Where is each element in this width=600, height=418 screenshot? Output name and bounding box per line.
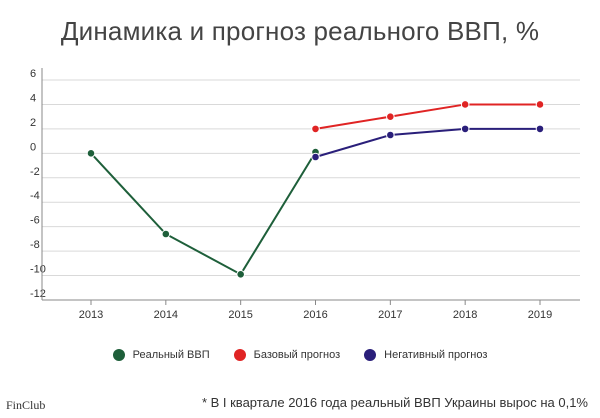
footnote: * В I квартале 2016 года реальный ВВП Ук…	[201, 395, 588, 410]
x-tick-label: 2013	[79, 309, 103, 321]
y-tick-label: 2	[30, 117, 36, 129]
legend: Реальный ВВП Базовый прогноз Негативный …	[0, 349, 600, 361]
series-points	[86, 100, 545, 279]
grid-lines	[42, 79, 580, 277]
x-tick-label: 2016	[303, 309, 327, 321]
y-tick-label: 4	[30, 92, 36, 104]
x-tick-label: 2014	[154, 309, 178, 321]
legend-item-base-forecast: Базовый прогноз	[233, 349, 341, 361]
series-line-2	[315, 127, 540, 158]
data-point	[386, 130, 395, 140]
y-tick-label: -4	[30, 190, 40, 202]
legend-marker-real-gdp	[112, 349, 125, 361]
data-point	[460, 100, 470, 109]
legend-marker-negative-forecast	[364, 349, 377, 361]
data-point	[236, 270, 245, 279]
data-point	[535, 124, 545, 134]
y-tick-label: -2	[30, 166, 40, 178]
x-tick-label: 2018	[453, 309, 477, 321]
data-point	[311, 124, 320, 134]
series-lines	[90, 103, 540, 276]
y-tick-label: -8	[30, 239, 40, 251]
data-point	[386, 112, 395, 121]
axes: 6 4 2 0 -2 -4 -6 -8 -10 -12 2013 2014 2015 2016 2017 20…	[30, 68, 580, 321]
chart-title: Динамика и прогноз реального ВВП, %	[60, 16, 540, 46]
legend-marker-base-forecast	[233, 349, 246, 361]
y-tick-label: 0	[30, 141, 36, 153]
y-tick-label: -12	[30, 288, 46, 300]
series-line-0	[90, 151, 317, 276]
data-point	[311, 152, 320, 162]
brand-logo-text: FinClub	[6, 398, 46, 412]
x-tick-label: 2015	[228, 309, 252, 321]
y-tick-label: -10	[30, 264, 46, 276]
data-point	[535, 100, 545, 109]
y-tick-label: 6	[30, 68, 36, 80]
y-tick-label: -6	[30, 215, 40, 227]
data-point	[460, 124, 470, 134]
x-tick-label: 2019	[528, 309, 552, 321]
data-point	[161, 229, 171, 239]
series-line-1	[315, 103, 540, 130]
line-chart: 6 4 2 0 -2 -4 -6 -8 -10 -12 2013 2014 2015 2016 2017 20…	[30, 68, 580, 321]
legend-item-real-gdp: Реальный ВВП	[112, 349, 210, 361]
legend-label-base-forecast: Базовый прогноз	[253, 349, 341, 361]
legend-label-negative-forecast: Негативный прогноз	[384, 349, 488, 361]
x-tick-label: 2017	[378, 309, 402, 321]
data-point	[86, 149, 96, 158]
legend-item-negative-forecast: Негативный прогноз	[364, 349, 487, 361]
legend-label-real-gdp: Реальный ВВП	[132, 349, 210, 361]
